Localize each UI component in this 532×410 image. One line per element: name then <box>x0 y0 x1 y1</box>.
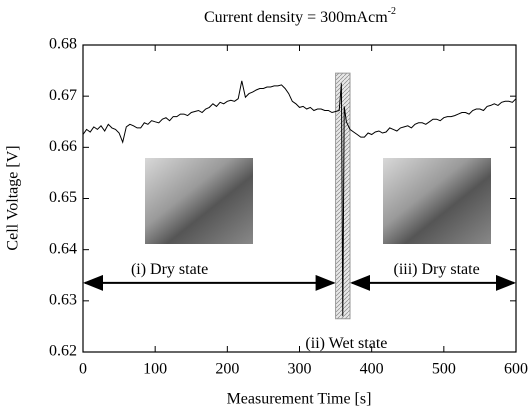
y-tick-label: 0.62 <box>49 343 77 360</box>
y-tick-label: 0.65 <box>49 189 77 206</box>
annotation: (i) Dry state <box>131 261 208 278</box>
x-tick-label: 0 <box>79 361 87 378</box>
photo <box>145 158 253 244</box>
x-tick-label: 300 <box>288 361 312 378</box>
photo <box>383 158 491 244</box>
data-line <box>82 80 517 317</box>
x-axis-label: Measurement Time [s] <box>227 391 372 408</box>
x-tick-label: 200 <box>215 361 239 378</box>
annotation: (iii) Dry state <box>394 261 480 278</box>
y-tick-label: 0.63 <box>49 292 77 309</box>
y-tick-label: 0.67 <box>49 87 77 104</box>
x-tick-label: 600 <box>504 361 528 378</box>
title-text: Current density = 300mAcm <box>204 9 388 26</box>
chart-title: Current density = 300mAcm-2 <box>204 6 396 25</box>
y-tick-label: 0.66 <box>49 138 77 155</box>
title-superscript: -2 <box>388 6 396 17</box>
x-tick-label: 100 <box>143 361 167 378</box>
y-axis-label: Cell Voltage [V] <box>5 145 22 250</box>
y-tick-label: 0.68 <box>49 36 77 53</box>
x-tick-label: 400 <box>360 361 384 378</box>
x-tick-label: 500 <box>432 361 456 378</box>
y-tick-label: 0.64 <box>49 240 77 257</box>
wet-region <box>335 72 351 320</box>
annotation: (ii) Wet state <box>305 335 387 352</box>
